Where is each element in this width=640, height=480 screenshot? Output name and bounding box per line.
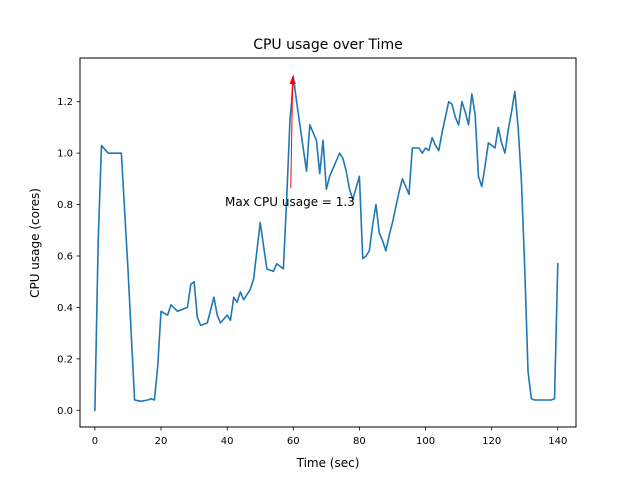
x-axis-label: Time (sec)	[296, 456, 360, 470]
chart-title: CPU usage over Time	[253, 37, 403, 53]
x-tick-label: 120	[482, 436, 501, 447]
x-tick-label: 140	[548, 436, 567, 447]
x-axis-ticks: 0 20 40 60 80 100 120 140	[92, 427, 567, 447]
plot-area-frame	[79, 57, 577, 428]
x-tick-label: 100	[416, 436, 435, 447]
x-tick-label: 20	[155, 436, 168, 447]
x-tick-label: 40	[221, 436, 234, 447]
x-tick-label: 80	[353, 436, 366, 447]
annotation-layer: Max CPU usage = 1.3	[225, 76, 355, 209]
series-line	[94, 75, 559, 412]
series-layer	[94, 75, 559, 412]
annotation-text: Max CPU usage = 1.3	[225, 195, 355, 209]
y-tick-label: 0.8	[57, 200, 73, 211]
annotation-arrow-head	[289, 76, 296, 84]
y-tick-label: 0.4	[57, 303, 73, 314]
y-axis-ticks: 0.0 0.2 0.4 0.6 0.8 1.0 1.2	[57, 97, 80, 417]
y-tick-label: 0.2	[57, 354, 73, 365]
y-tick-label: 1.0	[57, 149, 73, 160]
x-tick-label: 60	[287, 436, 300, 447]
y-tick-label: 0.6	[57, 252, 73, 263]
annotation-arrow-line	[290, 81, 294, 189]
y-tick-label: 1.2	[57, 97, 73, 108]
y-axis-label: CPU usage (cores)	[28, 188, 42, 298]
y-tick-label: 0.0	[57, 406, 73, 417]
x-tick-label: 0	[92, 436, 98, 447]
